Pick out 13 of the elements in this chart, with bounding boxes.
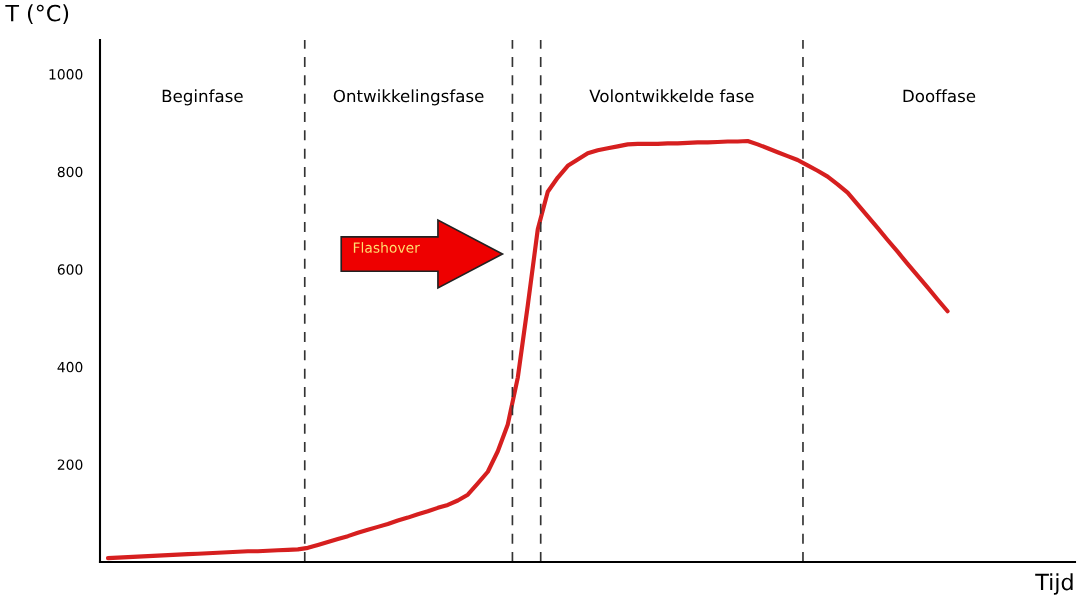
y-tick-label: 200 [57, 459, 83, 470]
y-tick-label: 600 [57, 264, 83, 275]
annotation: Flashover [353, 242, 420, 253]
x-axis-title: Tijd [1035, 573, 1073, 595]
annotation: Ontwikkelingsfase [333, 89, 484, 106]
annotation: Volontwikkelde fase [589, 89, 754, 103]
line-series [105, 138, 950, 561]
y-tick-label: 1000 [49, 69, 83, 80]
annotation: Beginfase [162, 89, 243, 106]
annotation: Dooffase [903, 89, 976, 103]
y-tick-label: 400 [57, 361, 83, 373]
y-tick-label: 800 [57, 166, 83, 178]
y-axis-title: T (°C) [5, 4, 69, 25]
